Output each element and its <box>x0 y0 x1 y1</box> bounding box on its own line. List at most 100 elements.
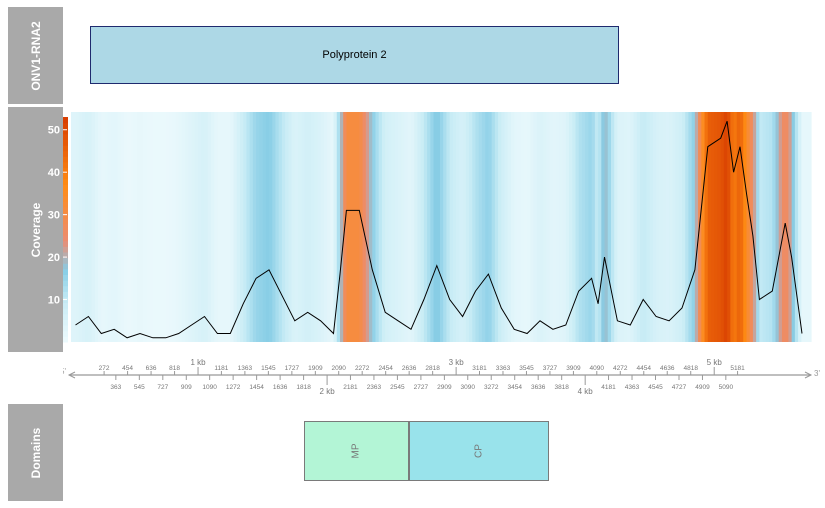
color-key-cell <box>63 268 68 275</box>
heat-strip <box>75 112 80 342</box>
heat-strip <box>423 112 428 342</box>
heat-strip <box>591 112 596 342</box>
heat-strip <box>604 112 609 342</box>
polyprotein-box[interactable]: Polyprotein 2 <box>90 26 619 84</box>
heat-strip <box>575 112 580 342</box>
x-tick-label-bottom: 4363 <box>625 384 640 391</box>
heat-strip <box>417 112 422 342</box>
y-tick-label: 10 <box>48 295 60 307</box>
color-key-cell <box>63 117 68 124</box>
coverage-heatmap <box>71 112 812 342</box>
heat-strip <box>491 112 496 342</box>
x-tick-label-bottom: 545 <box>134 384 145 391</box>
heat-strip <box>323 112 328 342</box>
heat-strip <box>778 112 783 342</box>
heat-strip <box>81 112 86 342</box>
color-key-cell <box>63 280 68 287</box>
color-key-cell <box>63 167 68 174</box>
domain-mp-box[interactable]: MP <box>303 421 410 481</box>
color-key-cell <box>63 156 68 163</box>
heat-strip <box>746 112 751 342</box>
heat-strip <box>123 112 128 342</box>
heat-strip <box>410 112 415 342</box>
color-key-cell <box>63 229 68 236</box>
heat-strip <box>162 112 167 342</box>
heat-strip <box>801 112 806 342</box>
axis-arrow-left <box>67 371 76 379</box>
heat-strip <box>707 112 712 342</box>
x-tick-label-top: 5181 <box>730 365 745 372</box>
heat-strip <box>314 112 319 342</box>
x-tick-label-top: 2272 <box>355 365 370 372</box>
color-key-cell <box>63 207 68 214</box>
heat-strip <box>478 112 483 342</box>
x-tick-label-top: 1545 <box>261 365 276 372</box>
color-key-cell <box>63 319 68 326</box>
heat-strip <box>117 112 122 342</box>
heat-strip <box>220 112 225 342</box>
heat-strip <box>494 112 499 342</box>
color-key-cell <box>63 145 68 152</box>
heat-strip <box>304 112 309 342</box>
heat-strip <box>688 112 693 342</box>
x-tick-label-bottom: 3636 <box>531 384 546 391</box>
heat-strip <box>127 112 131 342</box>
heat-strip <box>201 112 206 342</box>
heat-strip <box>333 112 338 342</box>
x-tick-label-bottom: 2181 <box>343 384 358 391</box>
color-key-cell <box>63 240 68 247</box>
coverage-label-panel: Coverage <box>8 107 63 352</box>
heat-strip <box>730 112 735 342</box>
heat-strip <box>510 112 515 342</box>
heat-strip <box>640 112 644 342</box>
x-tick-label-top: 454 <box>122 365 133 372</box>
x-tick-label-top: 818 <box>169 365 180 372</box>
heat-strip <box>381 112 386 342</box>
heat-strip <box>327 112 331 342</box>
heat-strip <box>452 112 457 342</box>
x-tick-label-bottom: 1454 <box>249 384 264 391</box>
color-key-cell <box>63 122 68 129</box>
color-key-cell <box>63 302 68 309</box>
heat-strip <box>685 112 690 342</box>
heat-strip <box>788 112 793 342</box>
heat-strip <box>104 112 109 342</box>
heat-strip <box>643 112 648 342</box>
x-tick-label-top: 4090 <box>590 365 605 372</box>
color-key-cell <box>63 291 68 298</box>
x-tick-label-bottom: 5090 <box>719 384 734 391</box>
heat-strip <box>520 112 525 342</box>
heat-strip <box>159 112 164 342</box>
x-tick-label-bottom: 3090 <box>461 384 476 391</box>
heat-strip <box>598 112 602 342</box>
coverage-plot <box>63 107 825 352</box>
heat-strip <box>485 112 489 342</box>
x-tick-label-bottom: 4727 <box>672 384 687 391</box>
x-tick-label-top: 2636 <box>402 365 417 372</box>
color-key-cell <box>63 308 68 315</box>
heat-strip <box>375 112 380 342</box>
heat-strip <box>172 112 177 342</box>
x-tick-label-top: 2090 <box>331 365 346 372</box>
heat-strip <box>669 112 673 342</box>
domain-cp-box[interactable]: CP <box>409 421 549 481</box>
heat-strip <box>378 112 383 342</box>
heat-strip <box>717 112 722 342</box>
x-tick-label-top: 1909 <box>308 365 323 372</box>
heat-strip <box>262 112 267 342</box>
heat-strip <box>414 112 419 342</box>
heat-strip <box>149 112 154 342</box>
x-tick-label-top: 4272 <box>613 365 628 372</box>
heat-strip <box>540 112 544 342</box>
x-tick-label-bottom: 2 kb <box>320 387 336 396</box>
heat-strip <box>556 112 560 342</box>
heat-strip <box>165 112 170 342</box>
color-key-cell <box>63 274 68 281</box>
color-key-cell <box>63 190 68 197</box>
heat-strip <box>527 112 531 342</box>
heat-strip <box>356 112 360 342</box>
heat-strip <box>743 112 748 342</box>
heat-strip <box>678 112 683 342</box>
heat-strip <box>794 112 799 342</box>
heat-strip <box>807 112 812 342</box>
